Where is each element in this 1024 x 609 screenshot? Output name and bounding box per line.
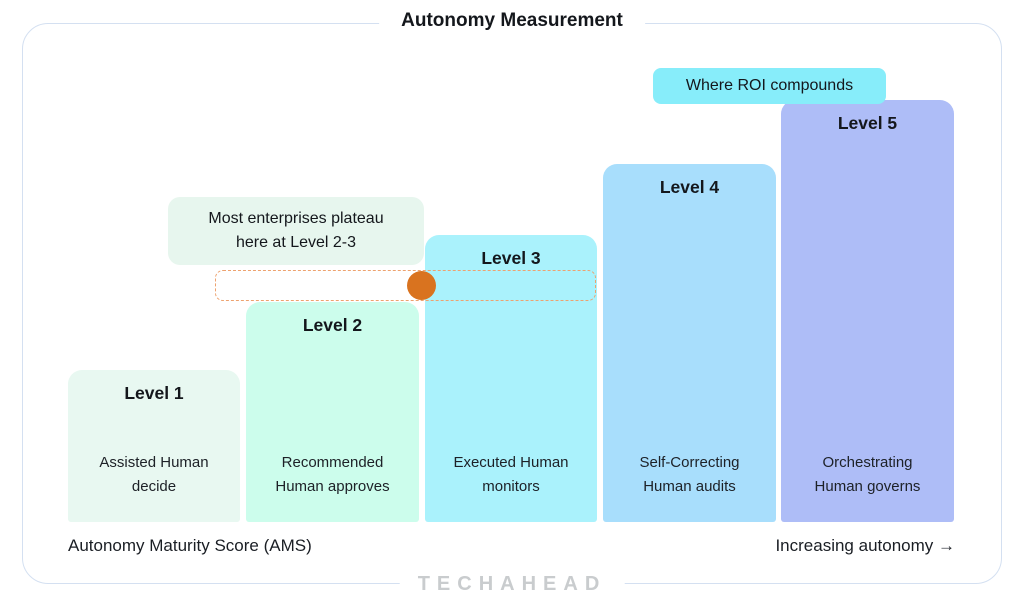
- bar-level-2: Level 2 Recommended Human approves: [246, 302, 419, 522]
- bar-level-4-description: Self-Correcting Human audits: [639, 453, 740, 496]
- bar-level-2-label: Level 2: [302, 315, 363, 335]
- bar-level-2-description: Recommended Human approves: [275, 453, 390, 496]
- bar-level-1-description: Assisted Human decide: [99, 453, 209, 496]
- roi-badge: Where ROI compounds: [653, 68, 886, 104]
- plateau-dot-marker: [407, 271, 436, 300]
- plateau-dashed-range: [215, 270, 596, 301]
- plateau-annotation: Most enterprises plateau here at Level 2…: [168, 197, 424, 265]
- bar-level-1-label: Level 1: [124, 383, 184, 403]
- bar-level-5: Level 5 Orchestrating Human governs: [781, 100, 954, 522]
- bar-level-3-description: Executed Human monitors: [453, 453, 569, 496]
- bar-level-4: Level 4 Self-Correcting Human audits: [603, 164, 776, 522]
- bar-level-3-label: Level 3: [481, 248, 541, 268]
- bar-level-5-label: Level 5: [837, 113, 898, 133]
- techahead-logo: TECHAHEAD: [399, 573, 625, 596]
- chart-title: Autonomy Measurement: [379, 10, 645, 32]
- bar-level-1: Level 1 Assisted Human decide: [68, 370, 240, 522]
- bar-level-5-description: Orchestrating Human governs: [814, 453, 921, 496]
- x-axis-label: Autonomy Maturity Score (AMS): [68, 536, 312, 555]
- bar-level-3: Level 3 Executed Human monitors: [425, 235, 597, 522]
- bar-level-4-label: Level 4: [659, 177, 720, 197]
- increasing-autonomy-label: Increasing autonomy →: [775, 536, 955, 555]
